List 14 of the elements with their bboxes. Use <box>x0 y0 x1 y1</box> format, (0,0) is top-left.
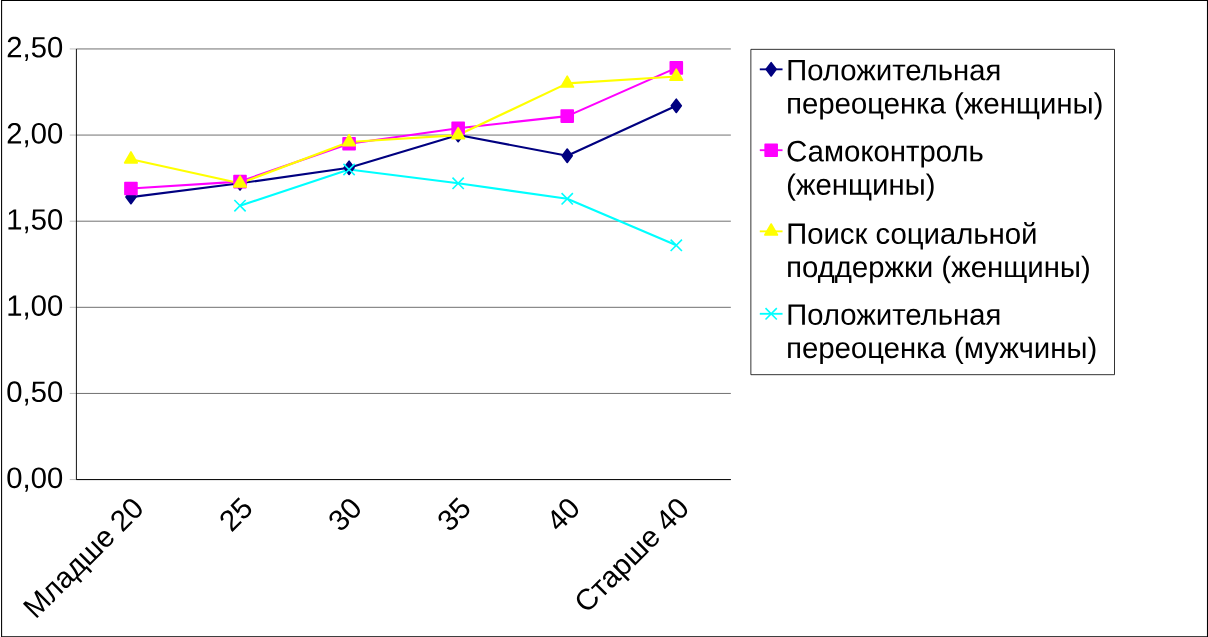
legend-label: Положительная переоценка (женщины) <box>788 59 1102 120</box>
legend-label: Самоконтроль (женщины) <box>787 140 983 201</box>
y-tick-label: 2,50 <box>7 36 63 61</box>
y-tick-label: 0,50 <box>7 381 63 406</box>
y-tick-label: 0,00 <box>7 467 63 492</box>
x-tick-label: 30 <box>329 498 360 530</box>
y-tick-label: 2,00 <box>7 122 63 147</box>
x-tick-label: 40 <box>551 498 579 529</box>
x-tick-label: 25 <box>220 497 252 532</box>
legend-label: Положительная переоценка (мужчины) <box>788 304 1096 364</box>
legend-label: Поиск социальной поддержки (женщины) <box>788 221 1089 283</box>
y-tick-label: 1,00 <box>8 294 63 320</box>
y-tick-label: 1,50 <box>8 208 63 234</box>
x-tick-label: 35 <box>438 497 470 530</box>
